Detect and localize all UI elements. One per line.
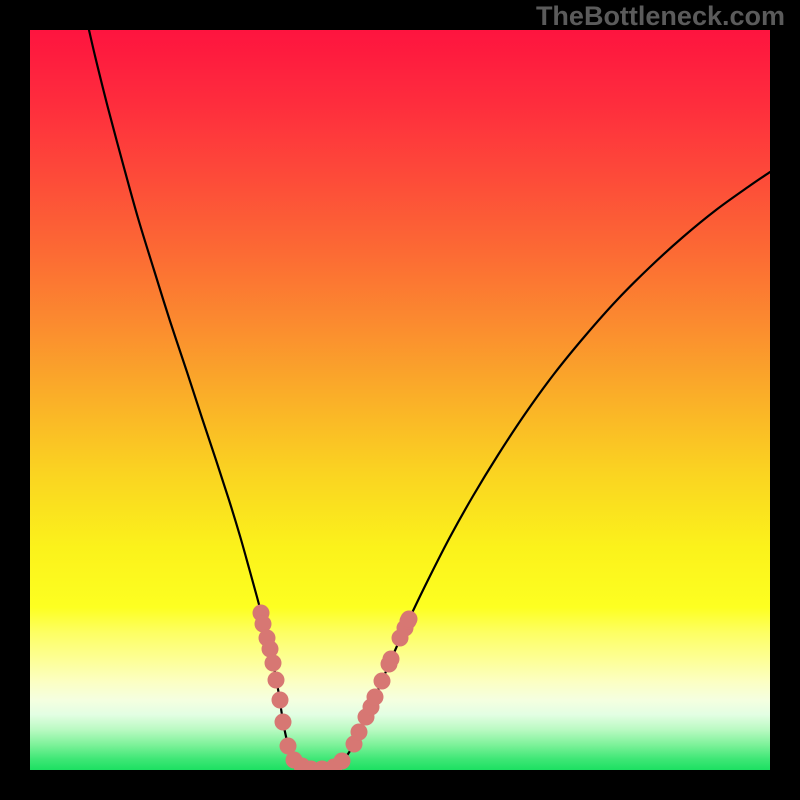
marker-dot (351, 724, 368, 741)
watermark-text: TheBottleneck.com (536, 1, 785, 32)
marker-dot (275, 714, 292, 731)
plot-area (30, 30, 770, 770)
marker-dot (383, 651, 400, 668)
marker-dot (268, 672, 285, 689)
marker-dot (262, 641, 279, 658)
marker-dot (272, 692, 289, 709)
marker-dot (265, 655, 282, 672)
marker-dot (367, 689, 384, 706)
chart-frame: TheBottleneck.com (0, 0, 800, 800)
marker-dot (334, 753, 351, 770)
marker-dot (374, 673, 391, 690)
marker-dot (401, 611, 418, 628)
chart-svg (0, 0, 800, 800)
